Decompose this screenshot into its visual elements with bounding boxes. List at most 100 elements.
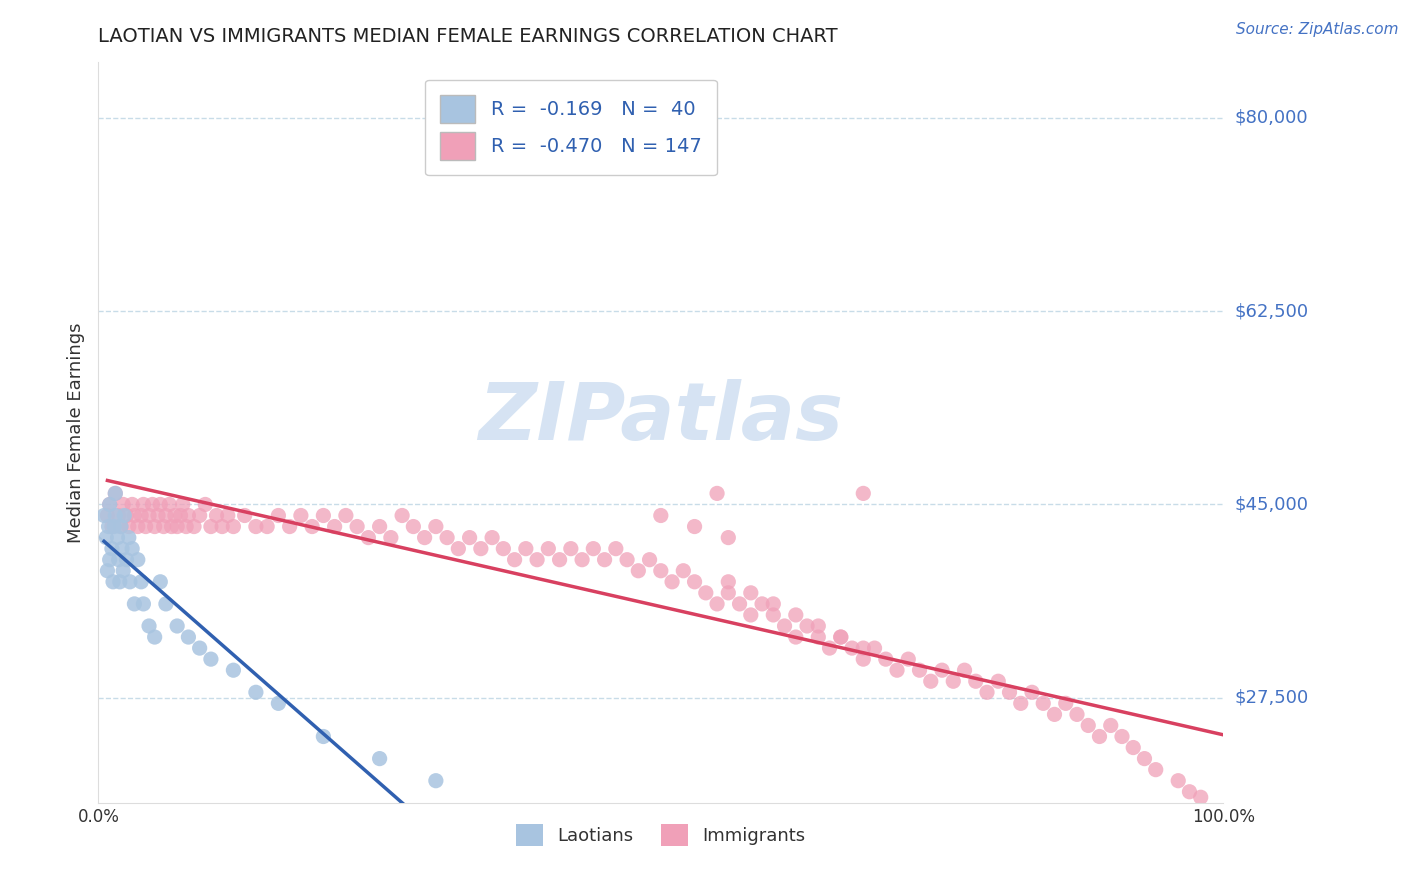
- Point: [470, 541, 492, 556]
- Point: [115, 508, 138, 523]
- Point: [112, 564, 135, 578]
- Point: [1010, 697, 1032, 711]
- Point: [492, 541, 515, 556]
- Point: [458, 531, 481, 545]
- Point: [650, 508, 672, 523]
- Point: [1043, 707, 1066, 722]
- Point: [593, 552, 616, 566]
- Point: [571, 552, 593, 566]
- Point: [98, 498, 121, 512]
- Text: $62,500: $62,500: [1234, 302, 1309, 320]
- Point: [135, 519, 157, 533]
- Point: [616, 552, 638, 566]
- Point: [245, 685, 267, 699]
- Point: [762, 597, 785, 611]
- Point: [1077, 718, 1099, 732]
- Point: [706, 486, 728, 500]
- Point: [132, 498, 155, 512]
- Point: [875, 652, 897, 666]
- Point: [503, 552, 526, 566]
- Point: [97, 519, 120, 533]
- Point: [1189, 790, 1212, 805]
- Point: [256, 519, 278, 533]
- Point: [312, 508, 335, 523]
- Point: [785, 607, 807, 622]
- Point: [115, 552, 138, 566]
- Point: [886, 663, 908, 677]
- Point: [166, 619, 188, 633]
- Point: [683, 574, 706, 589]
- Point: [96, 564, 118, 578]
- Point: [807, 619, 830, 633]
- Point: [104, 486, 127, 500]
- Point: [141, 498, 163, 512]
- Point: [172, 498, 194, 512]
- Point: [368, 751, 391, 765]
- Point: [346, 519, 368, 533]
- Point: [908, 663, 931, 677]
- Point: [661, 574, 683, 589]
- Point: [413, 531, 436, 545]
- Point: [118, 574, 141, 589]
- Point: [425, 773, 447, 788]
- Point: [481, 531, 503, 545]
- Point: [108, 574, 131, 589]
- Legend: Laotians, Immigrants: Laotians, Immigrants: [509, 816, 813, 853]
- Point: [132, 597, 155, 611]
- Point: [183, 519, 205, 533]
- Point: [107, 552, 129, 566]
- Point: [160, 519, 183, 533]
- Point: [717, 586, 740, 600]
- Point: [211, 519, 233, 533]
- Point: [233, 508, 256, 523]
- Point: [177, 508, 200, 523]
- Point: [852, 641, 875, 656]
- Point: [110, 519, 132, 533]
- Point: [103, 519, 125, 533]
- Point: [1167, 773, 1189, 788]
- Y-axis label: Median Female Earnings: Median Female Earnings: [66, 322, 84, 543]
- Point: [1201, 884, 1223, 892]
- Text: $45,000: $45,000: [1234, 495, 1309, 514]
- Point: [166, 519, 188, 533]
- Point: [169, 508, 191, 523]
- Point: [121, 498, 143, 512]
- Point: [965, 674, 987, 689]
- Point: [650, 564, 672, 578]
- Point: [852, 652, 875, 666]
- Point: [267, 508, 290, 523]
- Point: [290, 508, 312, 523]
- Point: [1054, 697, 1077, 711]
- Point: [101, 519, 124, 533]
- Point: [605, 541, 627, 556]
- Point: [152, 519, 174, 533]
- Point: [200, 519, 222, 533]
- Point: [157, 498, 180, 512]
- Point: [987, 674, 1010, 689]
- Point: [841, 641, 863, 656]
- Point: [1021, 685, 1043, 699]
- Point: [121, 541, 143, 556]
- Point: [1032, 697, 1054, 711]
- Point: [112, 508, 135, 523]
- Point: [537, 541, 560, 556]
- Point: [143, 519, 166, 533]
- Point: [138, 619, 160, 633]
- Point: [98, 498, 121, 512]
- Point: [111, 541, 134, 556]
- Point: [627, 564, 650, 578]
- Point: [222, 663, 245, 677]
- Point: [101, 541, 124, 556]
- Point: [560, 541, 582, 556]
- Point: [740, 586, 762, 600]
- Point: [312, 730, 335, 744]
- Point: [127, 519, 149, 533]
- Point: [96, 531, 118, 545]
- Point: [818, 641, 841, 656]
- Point: [118, 519, 141, 533]
- Point: [1122, 740, 1144, 755]
- Point: [1178, 785, 1201, 799]
- Text: LAOTIAN VS IMMIGRANTS MEDIAN FEMALE EARNINGS CORRELATION CHART: LAOTIAN VS IMMIGRANTS MEDIAN FEMALE EARN…: [98, 27, 838, 45]
- Point: [177, 630, 200, 644]
- Point: [897, 652, 920, 666]
